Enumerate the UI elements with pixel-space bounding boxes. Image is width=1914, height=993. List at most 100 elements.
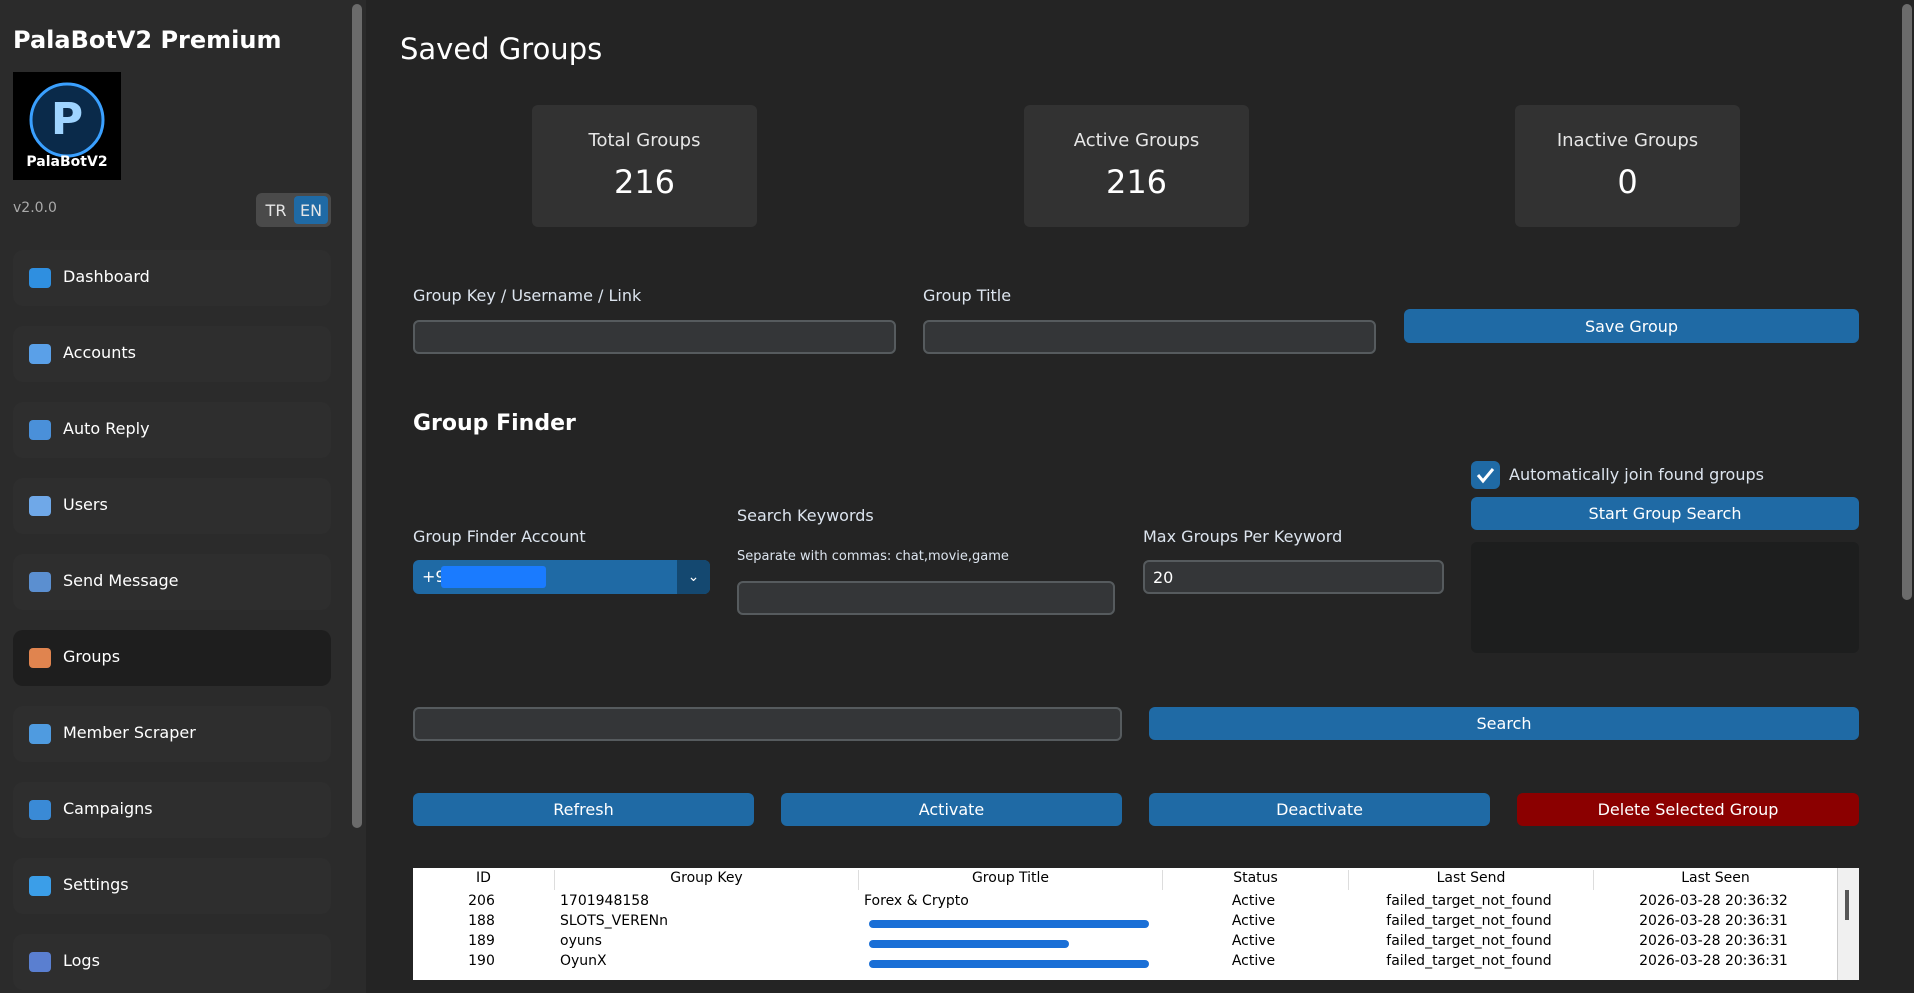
table-cell: failed_target_not_found (1386, 893, 1552, 909)
button[interactable]: Delete Selected Group (1517, 793, 1859, 826)
stat-card: Inactive Groups 0 (1515, 105, 1740, 227)
table-cell: OyunX (560, 953, 607, 969)
table-cell: 2026-03-28 20:36:31 (1639, 913, 1788, 929)
table-cell: oyuns (560, 933, 602, 949)
nav-icon (29, 952, 51, 972)
nav-label: Campaigns (63, 799, 153, 818)
main-scrollbar[interactable] (1902, 4, 1912, 600)
section-title: Group Finder (413, 411, 576, 436)
redaction (869, 940, 1069, 948)
hint: Separate with commas: chat,movie,game (737, 549, 1009, 564)
nav-icon (29, 800, 51, 820)
button[interactable]: Start Group Search (1471, 497, 1859, 530)
nav-label: Dashboard (63, 267, 150, 286)
table-scroll-thumb (1845, 890, 1849, 920)
input-value: 20 (1153, 568, 1174, 587)
number-input[interactable]: 20 (1143, 560, 1444, 594)
stat-card: Active Groups 216 (1024, 105, 1249, 227)
nav-label: Settings (63, 875, 129, 894)
table-cell: Active (1231, 913, 1276, 929)
redaction (869, 960, 1149, 968)
nav-icon (29, 572, 51, 592)
button[interactable]: Refresh (413, 793, 754, 826)
nav-icon (29, 648, 51, 668)
stat-label: Inactive Groups (1556, 130, 1699, 151)
table-cell: 2026-03-28 20:36:31 (1639, 933, 1788, 949)
nav-label: Accounts (63, 343, 136, 362)
nav-item[interactable]: Groups (13, 630, 331, 686)
nav-label: Send Message (63, 571, 179, 590)
checkbox[interactable] (1471, 461, 1500, 489)
table-cell: Active (1231, 933, 1276, 949)
log-box (1471, 542, 1859, 653)
nav-item[interactable]: Accounts (13, 326, 331, 382)
lang-en[interactable]: EN (294, 196, 328, 224)
button[interactable]: Deactivate (1149, 793, 1490, 826)
nav-icon (29, 420, 51, 440)
nav-item[interactable]: Member Scraper (13, 706, 331, 762)
table-cell: Forex & Crypto (864, 893, 969, 909)
column-header: Status (1163, 870, 1349, 890)
dropdown-value: +9 (422, 567, 446, 586)
text-input[interactable] (413, 320, 896, 354)
nav-label: Groups (63, 647, 121, 666)
nav-label: Auto Reply (63, 419, 150, 438)
stat-value: 216 (1105, 163, 1168, 201)
nav-item[interactable]: Users (13, 478, 331, 534)
table-cell: 188 (468, 913, 495, 929)
nav-item[interactable]: Logs (13, 934, 331, 990)
lang-tr[interactable]: TR (265, 200, 287, 220)
button[interactable]: Save Group (1404, 309, 1859, 343)
column-header: Last Send (1349, 870, 1594, 890)
table-cell: 189 (468, 933, 495, 949)
stat-value: 0 (1617, 163, 1638, 201)
nav-icon (29, 876, 51, 896)
column-header: Group Title (859, 870, 1163, 890)
table-cell: 1701948158 (560, 893, 650, 909)
stat-card: Total Groups 216 (532, 105, 757, 227)
button[interactable]: Activate (781, 793, 1122, 826)
text-input[interactable] (737, 581, 1115, 615)
nav-icon (29, 724, 51, 744)
table-scrollbar[interactable] (1837, 868, 1859, 980)
nav-label: Logs (63, 951, 100, 970)
stat-value: 216 (613, 163, 676, 201)
table-cell: Active (1231, 953, 1276, 969)
stat-label: Active Groups (1073, 130, 1200, 151)
nav-item[interactable]: Campaigns (13, 782, 331, 838)
dropdown-arrow: ⌄ (677, 560, 710, 594)
language-switch: TR EN (256, 193, 331, 227)
redaction (441, 566, 546, 588)
svg-text:P: P (51, 94, 83, 145)
table[interactable]: ID Group Key Group Title Status Last Send Las… (413, 868, 1859, 980)
label: Group Finder Account (413, 527, 586, 546)
logo-art: P (29, 82, 105, 158)
column-header: ID (413, 870, 555, 890)
logo: P PalaBotV2 (13, 72, 121, 180)
logo-text: PalaBotV2 (26, 154, 108, 170)
table-cell: failed_target_not_found (1386, 933, 1552, 949)
search-input[interactable] (413, 707, 1122, 741)
version: v2.0.0 (13, 200, 57, 216)
table-cell: Active (1231, 893, 1276, 909)
table-cell: 206 (468, 893, 495, 909)
button[interactable]: Search (1149, 707, 1859, 740)
nav-label: Users (63, 495, 108, 514)
sidebar-scrollbar[interactable] (352, 4, 362, 828)
table-cell: failed_target_not_found (1386, 913, 1552, 929)
nav-item[interactable]: Auto Reply (13, 402, 331, 458)
redaction (869, 920, 1149, 928)
nav-item[interactable]: Dashboard (13, 250, 331, 306)
label: Max Groups Per Keyword (1143, 527, 1343, 546)
label: Group Title (923, 286, 1012, 305)
table-cell: failed_target_not_found (1386, 953, 1552, 969)
column-header: Last Seen (1594, 870, 1838, 890)
dropdown[interactable]: +9 ⌄ (413, 560, 710, 594)
nav-item[interactable]: Settings (13, 858, 331, 914)
nav-item[interactable]: Send Message (13, 554, 331, 610)
page-title: Saved Groups (400, 32, 603, 66)
checkbox-label: Automatically join found groups (1509, 465, 1764, 484)
text-input[interactable] (923, 320, 1376, 354)
app-title: PalaBotV2 Premium (13, 26, 282, 54)
